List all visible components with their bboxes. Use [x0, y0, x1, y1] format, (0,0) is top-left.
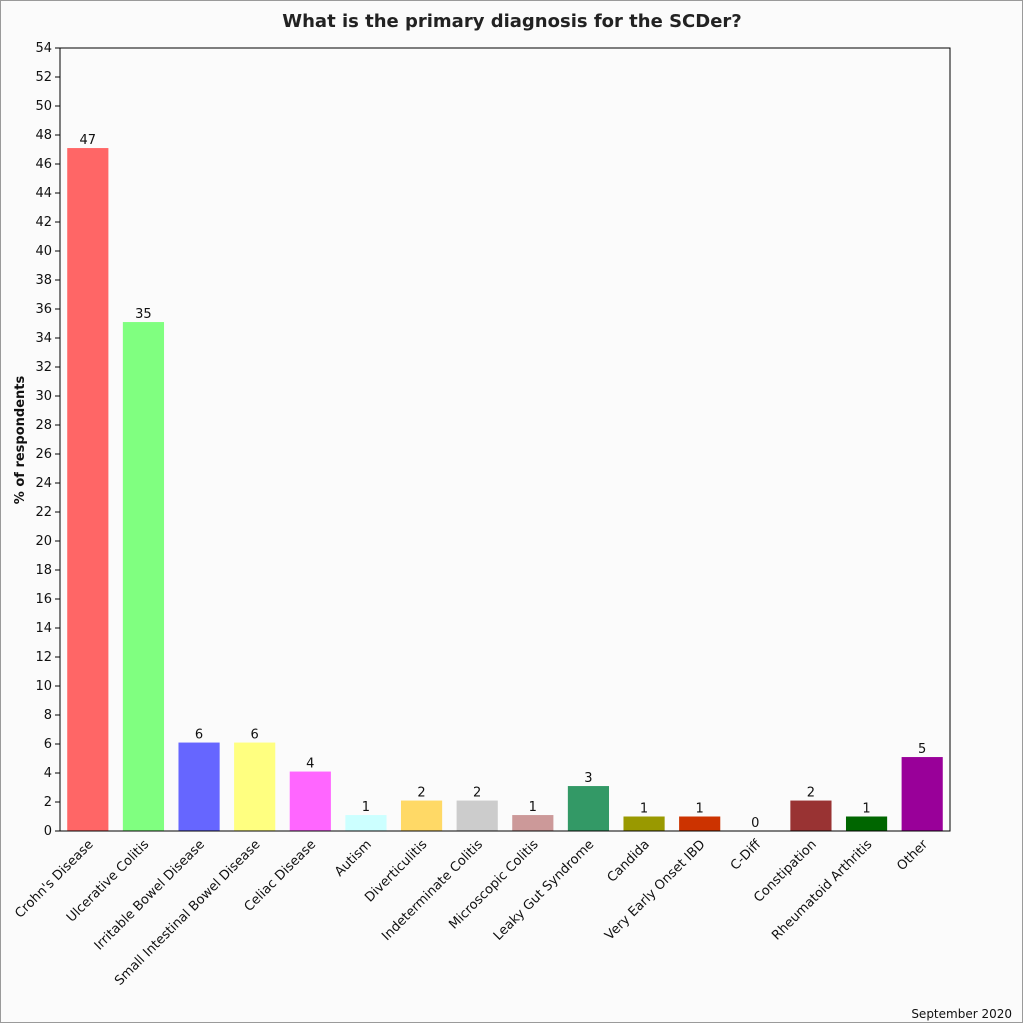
bar — [456, 800, 498, 831]
bar-value-label: 35 — [135, 307, 152, 322]
bar-value-label: 0 — [751, 816, 759, 831]
y-tick-label: 20 — [35, 534, 52, 549]
y-tick-label: 52 — [35, 70, 52, 85]
y-tick-label: 48 — [35, 128, 52, 143]
category-label: Indeterminate Colitis — [379, 837, 486, 944]
bar-value-label: 6 — [251, 728, 259, 743]
category-label: Autism — [332, 837, 375, 880]
category-label: Other — [894, 837, 931, 874]
y-tick-label: 46 — [35, 157, 52, 172]
y-tick-label: 16 — [35, 592, 52, 607]
bar — [67, 148, 109, 832]
bar-value-label: 5 — [918, 742, 926, 757]
bar — [122, 322, 165, 831]
y-tick-label: 44 — [35, 186, 52, 201]
bar-value-label: 1 — [529, 800, 537, 815]
y-tick-label: 14 — [35, 621, 52, 636]
bar — [178, 742, 220, 831]
bar — [679, 816, 721, 831]
y-tick-label: 36 — [35, 302, 52, 317]
y-tick-label: 10 — [35, 679, 52, 694]
y-tick-label: 26 — [35, 447, 52, 462]
y-tick-label: 12 — [35, 650, 52, 665]
bar-value-label: 2 — [807, 786, 815, 801]
y-tick-label: 34 — [35, 331, 52, 346]
bar — [845, 816, 888, 831]
y-tick-label: 42 — [35, 215, 52, 230]
bar-value-label: 2 — [473, 786, 481, 801]
bar-value-label: 1 — [862, 802, 870, 817]
bar — [901, 757, 943, 831]
y-axis-ticks: 0246810121416182022242628303234363840424… — [35, 41, 60, 839]
category-label: Leaky Gut Syndrome — [491, 837, 597, 943]
y-tick-label: 38 — [35, 273, 52, 288]
bar-value-label: 6 — [195, 728, 203, 743]
bars — [67, 148, 943, 832]
category-label: Irritable Bowel Disease — [92, 837, 208, 953]
y-tick-label: 4 — [44, 766, 52, 781]
bar — [623, 816, 665, 831]
y-tick-label: 32 — [35, 360, 52, 375]
y-tick-label: 30 — [35, 389, 52, 404]
y-tick-label: 2 — [44, 795, 52, 810]
chart-title: What is the primary diagnosis for the SC… — [282, 11, 741, 32]
bar-value-label: 4 — [306, 757, 314, 772]
footer-date: September 2020 — [911, 1007, 1012, 1021]
y-tick-label: 50 — [35, 99, 52, 114]
bar — [345, 815, 387, 831]
y-tick-label: 28 — [35, 418, 52, 433]
bar — [400, 800, 443, 831]
y-tick-label: 0 — [44, 824, 52, 839]
bar-value-label: 1 — [696, 802, 704, 817]
bar-value-label: 3 — [584, 771, 592, 786]
category-label: C-Diff — [728, 836, 765, 873]
bar-value-label: 47 — [80, 133, 97, 148]
bar — [512, 815, 554, 831]
y-tick-label: 8 — [44, 708, 52, 723]
bar — [234, 742, 276, 831]
bar-value-label: 1 — [362, 800, 370, 815]
category-label: Very Early Onset IBD — [602, 837, 708, 943]
bar — [567, 786, 610, 831]
bar — [790, 800, 832, 831]
bar-value-label: 1 — [640, 802, 648, 817]
category-label: Candida — [605, 837, 653, 885]
plot-area — [59, 47, 951, 832]
data-labels: 47 35 6 6 4 1 2 2 1 3 1 1 0 2 1 5 — [80, 133, 927, 831]
y-tick-label: 24 — [35, 476, 52, 491]
bar — [289, 771, 331, 831]
bar-value-label: 2 — [417, 786, 425, 801]
y-tick-label: 6 — [44, 737, 52, 752]
y-tick-label: 40 — [35, 244, 52, 259]
category-label: Rheumatoid Arthritis — [769, 837, 875, 943]
y-tick-label: 54 — [35, 41, 52, 56]
y-tick-label: 22 — [35, 505, 52, 520]
y-axis-label: % of respondents — [13, 376, 28, 505]
y-tick-label: 18 — [35, 563, 52, 578]
